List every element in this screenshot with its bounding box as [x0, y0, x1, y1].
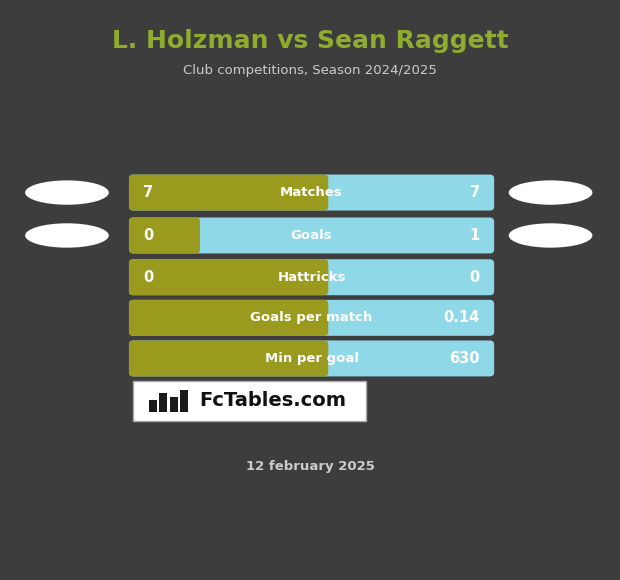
- FancyBboxPatch shape: [129, 340, 494, 376]
- Text: 12 february 2025: 12 february 2025: [246, 461, 374, 473]
- Ellipse shape: [508, 180, 593, 205]
- FancyBboxPatch shape: [129, 218, 200, 253]
- Text: Goals per match: Goals per match: [250, 311, 373, 324]
- Text: 0: 0: [143, 228, 154, 243]
- Bar: [170, 397, 178, 412]
- FancyBboxPatch shape: [129, 175, 329, 211]
- FancyBboxPatch shape: [129, 340, 329, 376]
- Bar: [149, 400, 157, 412]
- Text: FcTables.com: FcTables.com: [199, 392, 347, 410]
- FancyBboxPatch shape: [129, 259, 329, 295]
- Bar: [180, 390, 188, 412]
- FancyBboxPatch shape: [129, 175, 494, 211]
- Text: Hattricks: Hattricks: [277, 271, 346, 284]
- Text: Matches: Matches: [280, 186, 343, 199]
- Text: L. Holzman vs Sean Raggett: L. Holzman vs Sean Raggett: [112, 28, 508, 53]
- Ellipse shape: [508, 223, 593, 248]
- Ellipse shape: [25, 223, 109, 248]
- FancyBboxPatch shape: [129, 300, 329, 336]
- Text: Min per goal: Min per goal: [265, 352, 358, 365]
- Ellipse shape: [25, 180, 109, 205]
- FancyBboxPatch shape: [129, 218, 494, 253]
- Bar: [159, 393, 167, 412]
- Text: 630: 630: [450, 351, 480, 366]
- Text: Goals: Goals: [291, 229, 332, 242]
- FancyBboxPatch shape: [133, 381, 366, 420]
- Text: 0: 0: [143, 270, 154, 285]
- FancyBboxPatch shape: [129, 300, 494, 336]
- Text: Club competitions, Season 2024/2025: Club competitions, Season 2024/2025: [183, 64, 437, 77]
- Text: 1: 1: [469, 228, 480, 243]
- Text: 7: 7: [143, 185, 153, 200]
- Text: 0.14: 0.14: [444, 310, 480, 325]
- Text: 0: 0: [469, 270, 480, 285]
- FancyBboxPatch shape: [129, 259, 494, 295]
- Text: 7: 7: [470, 185, 480, 200]
